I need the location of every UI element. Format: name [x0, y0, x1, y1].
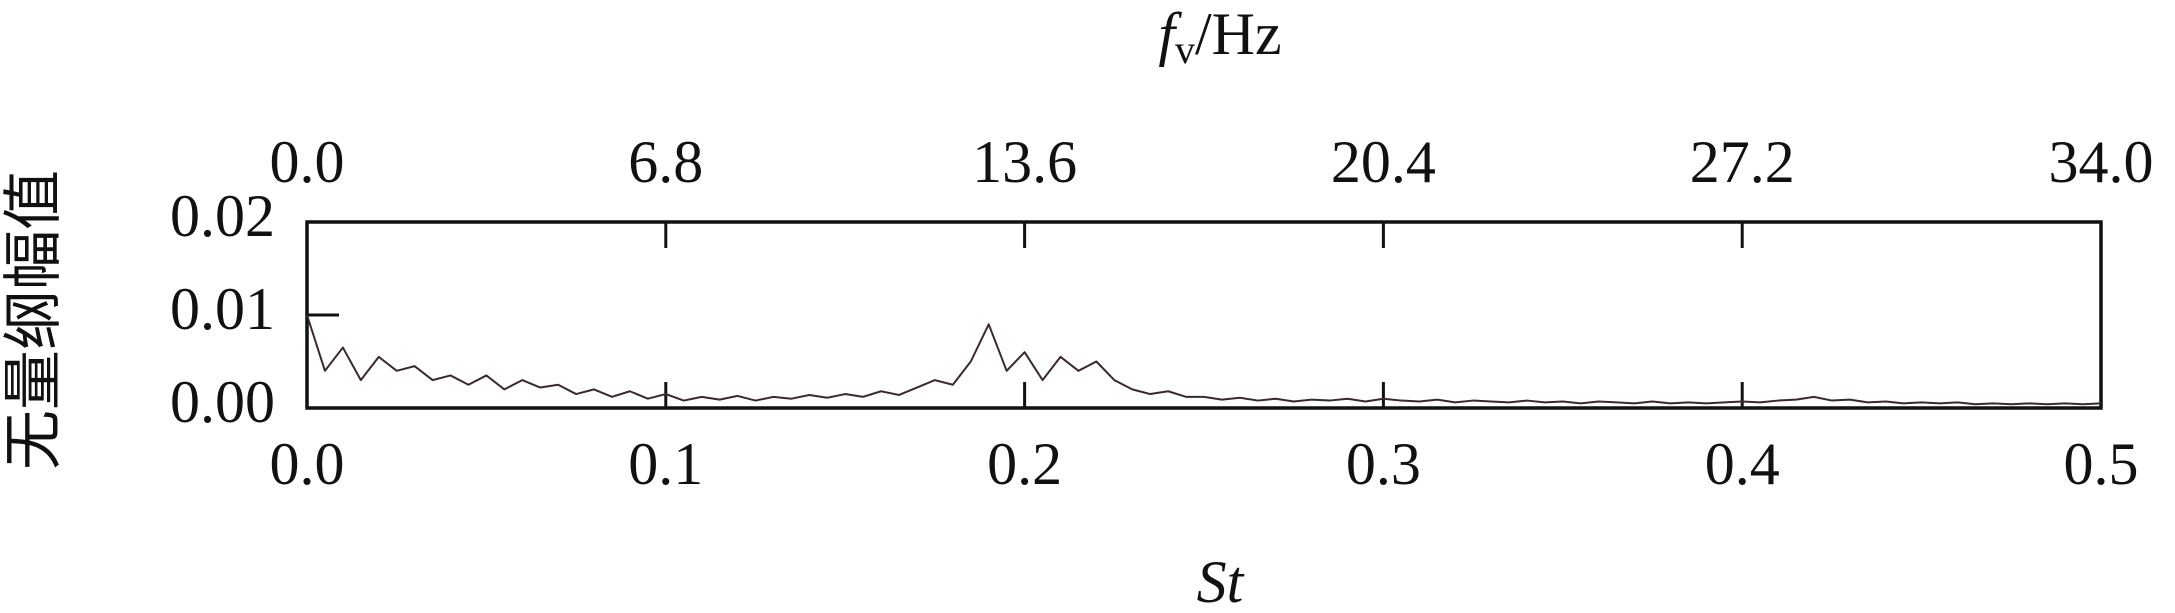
y-axis-label: 无量纲幅值	[1, 170, 67, 470]
top-tick-label: 20.4	[1331, 129, 1436, 195]
x-tick-label: 0.5	[2064, 431, 2139, 497]
x-tick-label: 0.3	[1346, 431, 1421, 497]
x-tick-label: 0.0	[270, 431, 345, 497]
spectrum-line	[306, 314, 2102, 406]
x-tick-label: 0.4	[1705, 431, 1780, 497]
top-tick-label: 0.0	[270, 129, 345, 195]
top-axis-subscript: v	[1175, 27, 1195, 72]
top-axis-label: fv/Hz	[1158, 1, 1281, 72]
top-tick-label: 13.6	[972, 129, 1077, 195]
y-tick-label: 0.00	[170, 369, 275, 435]
y-tick-label: 0.01	[170, 276, 275, 342]
top-axis-unit: /Hz	[1195, 1, 1282, 67]
x-tick-label: 0.1	[628, 431, 703, 497]
x-tick-label: 0.2	[987, 431, 1062, 497]
top-tick-label: 6.8	[628, 129, 703, 195]
y-tick-label: 0.02	[170, 183, 275, 249]
top-tick-label: 27.2	[1690, 129, 1795, 195]
plot-frame	[305, 220, 2103, 410]
top-tick-label: 34.0	[2049, 129, 2154, 195]
x-axis-label: St	[1197, 549, 1245, 613]
